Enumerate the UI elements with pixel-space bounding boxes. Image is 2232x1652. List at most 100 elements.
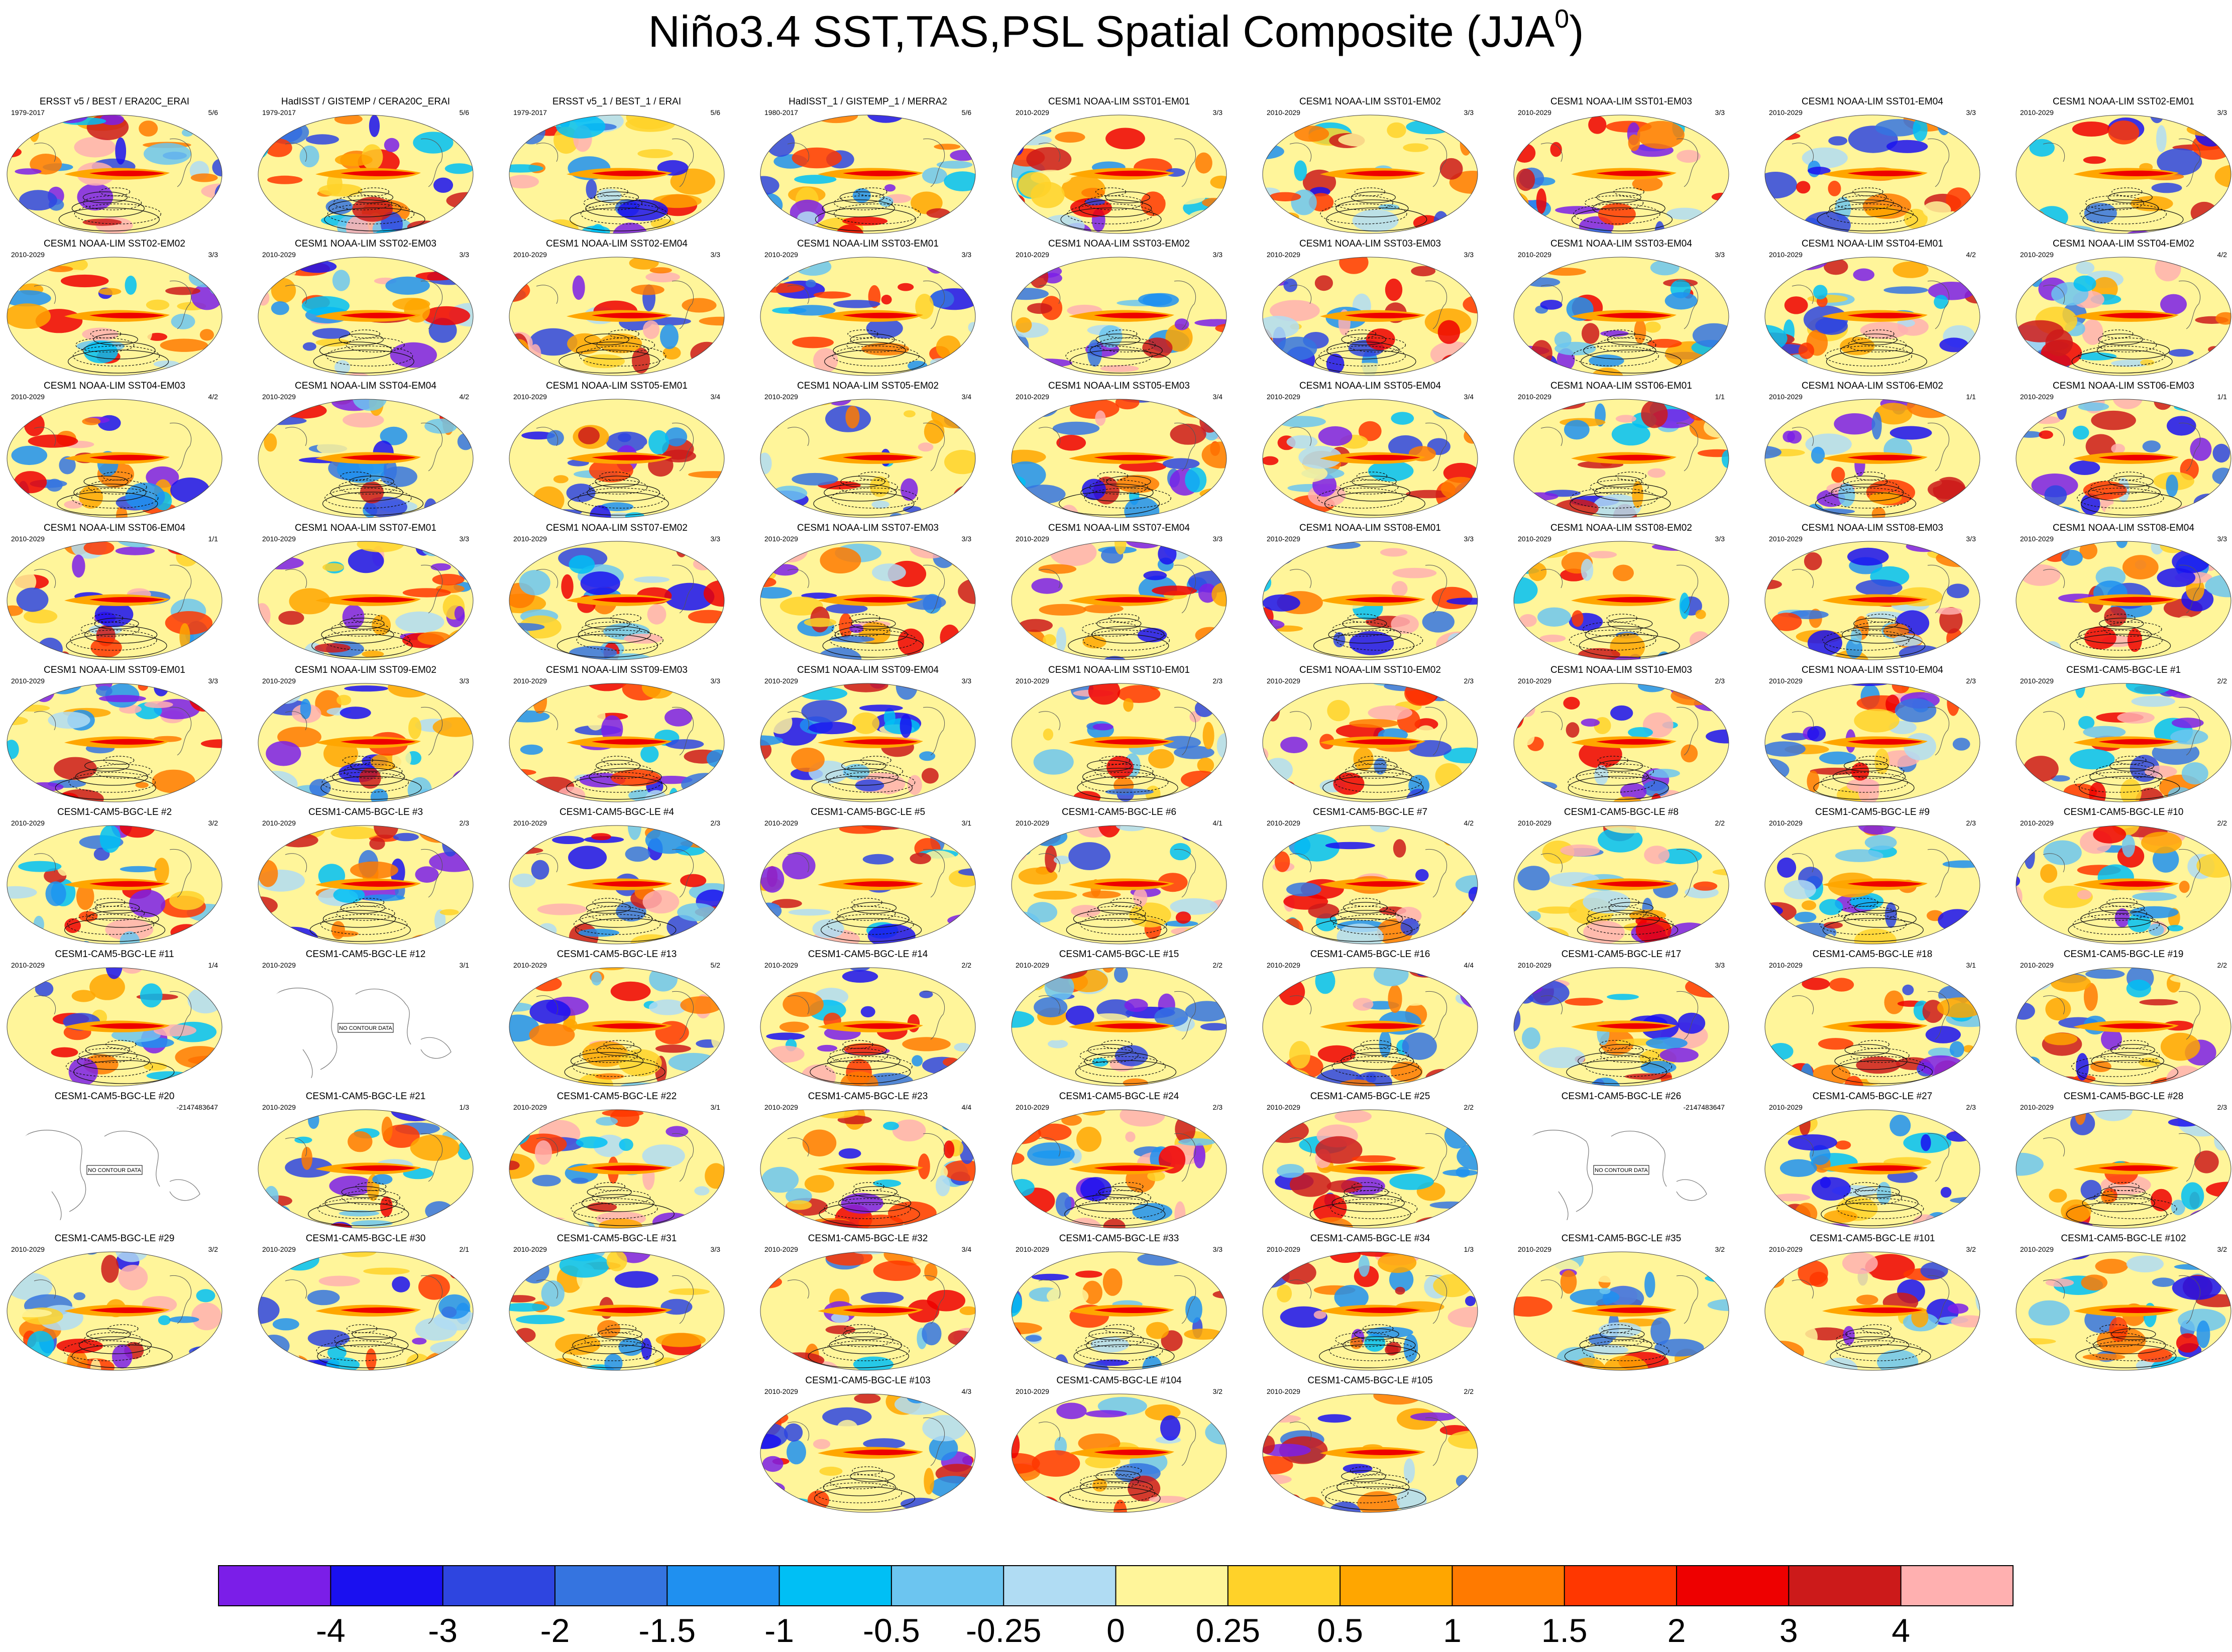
- panel-period: 1979-2017: [513, 108, 547, 116]
- map-panel: CESM1-CAM5-BGC-LE #35 2010-2029 3/2: [1511, 1233, 1732, 1374]
- anomaly-patch: [1563, 696, 1580, 710]
- map-panel: CESM1-CAM5-BGC-LE #15 2010-2029 2/2: [1009, 949, 1230, 1090]
- anomaly-patch: [2214, 165, 2231, 188]
- psl-contour: [831, 488, 918, 509]
- coastline: [536, 422, 694, 471]
- anomaly-patch: [1853, 268, 1875, 281]
- panel-count: 3/3: [1212, 1245, 1222, 1253]
- anomaly-patch: [963, 1356, 975, 1369]
- panel-count: 3/3: [710, 677, 720, 685]
- anomaly-patch: [1194, 319, 1226, 327]
- anomaly-patch: [2083, 156, 2106, 164]
- coastline: [34, 564, 192, 614]
- psl-contour: [319, 341, 393, 360]
- map-panel: CESM1 NOAA-LIM SST05-EM04 2010-2029 3/4: [1260, 381, 1481, 521]
- anomaly-patch: [125, 483, 165, 511]
- panel-map: [258, 683, 474, 802]
- anomaly-patch: [1280, 1261, 1316, 1285]
- anomaly-patch: [649, 968, 678, 992]
- anomaly-patch: [2091, 410, 2136, 430]
- coastline: [285, 1275, 443, 1324]
- anomaly-patch: [1033, 891, 1077, 900]
- coastline: [1792, 1133, 1950, 1182]
- anomaly-patch: [578, 928, 619, 937]
- psl-contour: [1595, 764, 1654, 779]
- anomaly-patch: [2203, 1110, 2230, 1129]
- anomaly-patch: [1109, 921, 1142, 944]
- psl-contour: [66, 634, 167, 658]
- anomaly-patch: [444, 399, 458, 414]
- anomaly-patch: [2093, 825, 2127, 844]
- anomaly-patch: [783, 992, 824, 1017]
- panel-count: 2/2: [1212, 961, 1222, 969]
- anomaly-patch: [904, 410, 916, 418]
- psl-contour: [1336, 1478, 1410, 1496]
- anomaly-patch: [1076, 1126, 1102, 1152]
- anomaly-patch: [343, 412, 384, 428]
- anomaly-patch: [532, 976, 562, 992]
- anomaly-patch: [2141, 832, 2182, 854]
- psl-contour: [592, 898, 623, 907]
- panel-count: 3/3: [459, 251, 469, 259]
- anomaly-patch: [1437, 320, 1461, 344]
- anomaly-patch: [1864, 835, 1897, 850]
- anomaly-patch: [433, 177, 454, 193]
- nino-warm-core: [1596, 881, 1671, 887]
- anomaly-patch: [1701, 1369, 1722, 1370]
- psl-contour: [1363, 1324, 1394, 1333]
- panel-title: CESM1 NOAA-LIM SST03-EM04: [1550, 239, 1692, 249]
- panel-period: 2010-2029: [1769, 251, 1803, 259]
- coastline: [285, 706, 443, 756]
- nino-warm-core: [1596, 1023, 1671, 1029]
- coastline: [285, 564, 443, 614]
- anomaly-patch: [203, 507, 222, 518]
- panel-period: 2010-2029: [513, 961, 547, 969]
- psl-contour: [1094, 764, 1154, 779]
- anomaly-patch: [529, 1023, 575, 1046]
- map-outline: [2016, 114, 2231, 234]
- anomaly-patch: [1720, 908, 1729, 932]
- anomaly-patch: [559, 1253, 610, 1278]
- panel-map: [1262, 1109, 1478, 1229]
- psl-contour: [1359, 756, 1390, 765]
- anomaly-patch: [1202, 722, 1214, 750]
- anomaly-patch: [2082, 319, 2103, 345]
- anomaly-patch: [900, 714, 912, 738]
- anomaly-patch: [1068, 969, 1108, 992]
- anomaly-patch: [1417, 725, 1435, 738]
- anomaly-patch: [770, 115, 810, 116]
- anomaly-patch: [705, 639, 719, 658]
- psl-contour: [71, 488, 159, 509]
- anomaly-patch: [552, 836, 585, 844]
- anomaly-patch: [640, 745, 659, 763]
- anomaly-patch: [1328, 1501, 1361, 1512]
- panel-period: 2010-2029: [764, 819, 798, 827]
- anomaly-patch: [2212, 443, 2230, 463]
- anomaly-patch: [1647, 468, 1666, 478]
- anomaly-patch: [393, 833, 419, 842]
- anomaly-patch: [1589, 1265, 1626, 1283]
- anomaly-patch: [163, 942, 179, 944]
- anomaly-patch: [580, 571, 620, 596]
- psl-contour: [1092, 1190, 1151, 1205]
- psl-contour: [2079, 203, 2167, 224]
- anomaly-patch: [7, 886, 37, 899]
- anomaly-patch: [686, 652, 705, 660]
- anomaly-patch: [366, 1348, 377, 1370]
- anomaly-patch: [795, 258, 832, 276]
- anomaly-patch: [959, 1306, 975, 1316]
- anomaly-patch: [1308, 903, 1340, 919]
- map-panel: CESM1 NOAA-LIM SST03-EM03 2010-2029 3/3: [1260, 239, 1481, 379]
- anomaly-patch: [2166, 475, 2178, 497]
- anomaly-patch: [760, 587, 792, 599]
- panel-map: [1764, 257, 1980, 376]
- anomaly-patch: [1688, 968, 1703, 977]
- panel-count: 2/2: [2217, 819, 2227, 827]
- anomaly-patch: [120, 866, 157, 873]
- anomaly-patch: [1555, 206, 1601, 214]
- map-outline: [258, 825, 474, 945]
- anomaly-patch: [1600, 330, 1629, 337]
- map-panel: CESM1-CAM5-BGC-LE #30 2010-2029 2/1: [255, 1233, 476, 1374]
- psl-contour: [1834, 1052, 1908, 1070]
- anomaly-patch: [1581, 558, 1594, 581]
